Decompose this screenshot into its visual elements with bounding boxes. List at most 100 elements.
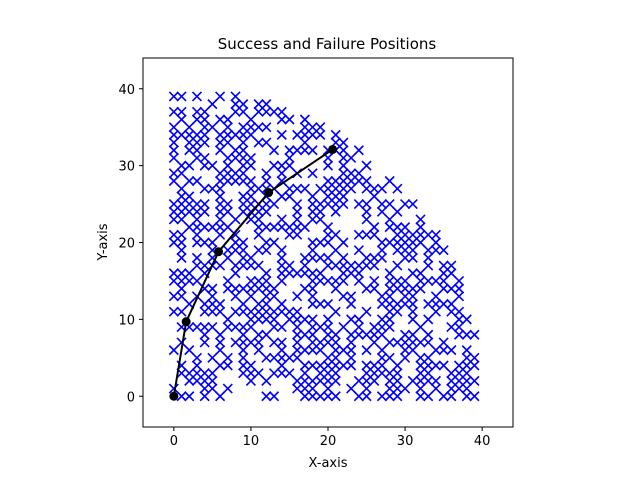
- failure-point: [346, 345, 357, 356]
- failure-point: [376, 391, 388, 402]
- failure-point: [276, 106, 287, 117]
- failure-point: [299, 360, 310, 371]
- failure-point: [407, 329, 418, 340]
- failure-point: [453, 383, 465, 394]
- failure-point: [461, 314, 472, 325]
- failure-point: [215, 306, 226, 317]
- failure-point: [322, 391, 334, 402]
- failure-point: [238, 237, 249, 248]
- failure-point: [453, 360, 465, 371]
- failure-point: [353, 275, 364, 287]
- failure-point: [423, 275, 434, 287]
- failure-point: [299, 222, 310, 233]
- failure-point: [369, 337, 380, 348]
- failure-point: [346, 314, 357, 325]
- failure-point: [215, 129, 226, 140]
- failure-point: [407, 375, 418, 386]
- failure-point: [284, 260, 295, 271]
- failure-point: [346, 360, 357, 371]
- failure-point: [292, 321, 303, 333]
- failure-point: [315, 375, 326, 386]
- failure-point: [407, 237, 418, 248]
- failure-point: [284, 268, 295, 279]
- failure-point: [400, 222, 411, 233]
- failure-point: [392, 375, 403, 386]
- failure-point: [176, 191, 187, 202]
- failure-point: [176, 168, 187, 179]
- failure-point: [423, 360, 434, 371]
- failure-point: [438, 360, 449, 371]
- failure-point: [276, 175, 287, 187]
- failure-point: [384, 306, 395, 317]
- y-tick-label: 10: [118, 313, 135, 328]
- failure-point: [415, 283, 426, 294]
- y-axis-label: Y-axis: [96, 223, 111, 261]
- failure-point: [415, 237, 426, 248]
- failure-point: [315, 237, 326, 248]
- failure-point: [245, 260, 256, 271]
- failure-point: [230, 129, 241, 140]
- failure-point: [230, 291, 241, 302]
- failure-point: [315, 252, 326, 263]
- failure-point: [238, 252, 249, 263]
- failure-point: [299, 129, 310, 140]
- failure-point: [199, 198, 210, 210]
- failure-point: [253, 99, 264, 110]
- failure-point: [338, 237, 349, 248]
- failure-point: [353, 245, 364, 256]
- failure-point: [215, 229, 226, 240]
- failure-point: [338, 175, 349, 187]
- success-path: [169, 144, 338, 401]
- failure-point: [199, 183, 210, 194]
- failure-point: [400, 198, 411, 210]
- failure-point: [307, 168, 318, 179]
- failure-point: [322, 352, 334, 363]
- failure-point: [307, 391, 318, 402]
- failure-point: [330, 283, 341, 294]
- failure-point: [346, 183, 357, 194]
- failure-point: [400, 383, 411, 394]
- failure-point: [199, 306, 210, 317]
- failure-point: [415, 352, 426, 363]
- failure-point: [245, 160, 256, 171]
- failure-point: [307, 122, 318, 133]
- failure-point: [191, 206, 203, 217]
- failure-point: [292, 183, 303, 194]
- failure-point: [384, 283, 395, 294]
- failure-point: [238, 298, 249, 310]
- failure-point: [184, 206, 195, 217]
- failure-point: [322, 191, 334, 202]
- failure-point: [330, 260, 341, 271]
- x-axis-label: X-axis: [309, 456, 348, 471]
- failure-point: [384, 275, 395, 287]
- failure-point: [307, 252, 318, 263]
- failure-point: [353, 375, 364, 386]
- path-point: [169, 391, 179, 401]
- failure-point: [346, 175, 357, 187]
- failure-point: [261, 352, 272, 363]
- failure-point: [176, 198, 187, 210]
- failure-point: [338, 275, 349, 287]
- failure-point: [238, 145, 249, 156]
- failure-point: [261, 298, 272, 310]
- failure-point: [238, 106, 249, 117]
- failure-point: [222, 245, 233, 256]
- failure-point: [238, 206, 249, 217]
- failure-point: [461, 345, 472, 356]
- failure-point: [299, 368, 310, 379]
- failure-point: [284, 191, 295, 202]
- failure-point: [261, 237, 272, 248]
- failure-point: [245, 275, 256, 287]
- failure-point: [353, 314, 364, 325]
- failure-point: [168, 291, 179, 302]
- failure-point: [191, 106, 203, 117]
- failure-point: [253, 306, 264, 317]
- failure-point: [215, 175, 226, 187]
- failure-point: [261, 268, 272, 279]
- failure-point: [245, 198, 256, 210]
- failure-point: [330, 183, 341, 194]
- failure-point: [222, 352, 233, 363]
- failure-point: [222, 252, 233, 263]
- failure-point: [238, 260, 249, 271]
- failure-point: [207, 383, 218, 394]
